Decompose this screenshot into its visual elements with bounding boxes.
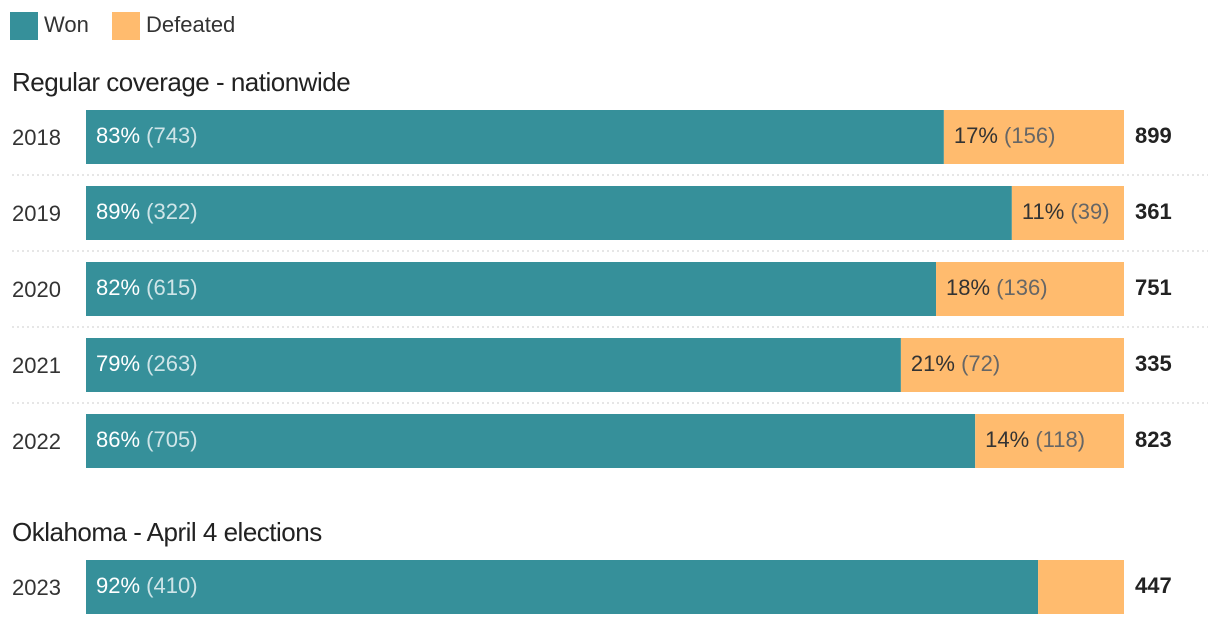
bar-segment [86, 186, 1012, 240]
data-label: 86% (705) [96, 427, 198, 452]
data-label: 17% (156) [954, 123, 1056, 148]
bar-segment [936, 262, 1124, 316]
legend-swatch [112, 12, 140, 40]
count-label: (743) [146, 123, 197, 148]
category-label: 2018 [12, 125, 61, 150]
count-label: (72) [961, 351, 1000, 376]
data-label: 21% (72) [911, 351, 1000, 376]
total-label: 335 [1135, 351, 1172, 376]
count-label: (39) [1070, 199, 1109, 224]
data-label: 83% (743) [96, 123, 198, 148]
data-label: 18% (136) [946, 275, 1048, 300]
count-label: (410) [146, 573, 197, 598]
data-label: 79% (263) [96, 351, 198, 376]
data-label: 92% (410) [96, 573, 198, 598]
count-label: (156) [1004, 123, 1055, 148]
bar-segment [943, 110, 1124, 164]
count-label: (615) [146, 275, 197, 300]
bar-segment [900, 338, 1124, 392]
legend-label: Defeated [146, 12, 235, 37]
bar-segment [86, 262, 937, 316]
share-label: 17% [954, 123, 998, 148]
total-label: 751 [1135, 275, 1172, 300]
bar-segment [86, 110, 944, 164]
legend-label: Won [44, 12, 89, 37]
data-label: 14% (118) [985, 427, 1085, 452]
count-label: (322) [146, 199, 197, 224]
panel-title: Regular coverage - nationwide [12, 67, 350, 97]
count-label: (118) [1035, 427, 1085, 452]
bar-segment [1038, 560, 1124, 614]
share-label: 92% [96, 573, 140, 598]
count-label: (705) [146, 427, 197, 452]
total-label: 361 [1135, 199, 1172, 224]
category-label: 2023 [12, 575, 61, 600]
data-label: 11% (39) [1022, 199, 1110, 224]
category-label: 2020 [12, 277, 61, 302]
share-label: 79% [96, 351, 140, 376]
total-label: 447 [1135, 573, 1172, 598]
share-label: 21% [911, 351, 955, 376]
category-label: 2019 [12, 201, 61, 226]
count-label: (136) [996, 275, 1047, 300]
data-label: 82% (615) [96, 275, 198, 300]
total-label: 823 [1135, 427, 1172, 452]
bar-segment [86, 414, 976, 468]
total-label: 899 [1135, 123, 1172, 148]
share-label: 82% [96, 275, 140, 300]
share-label: 86% [96, 427, 140, 452]
panel-title: Oklahoma - April 4 elections [12, 517, 322, 547]
category-label: 2021 [12, 353, 61, 378]
bar-segment [86, 560, 1039, 614]
share-label: 18% [946, 275, 990, 300]
count-label: (263) [146, 351, 197, 376]
share-label: 89% [96, 199, 140, 224]
data-label: 89% (322) [96, 199, 198, 224]
bar-segment [86, 338, 901, 392]
share-label: 11% [1022, 199, 1064, 224]
bar-segment [1011, 186, 1124, 240]
share-label: 14% [985, 427, 1029, 452]
category-label: 2022 [12, 429, 61, 454]
share-label: 83% [96, 123, 140, 148]
bar-segment [975, 414, 1124, 468]
legend-swatch [10, 12, 38, 40]
